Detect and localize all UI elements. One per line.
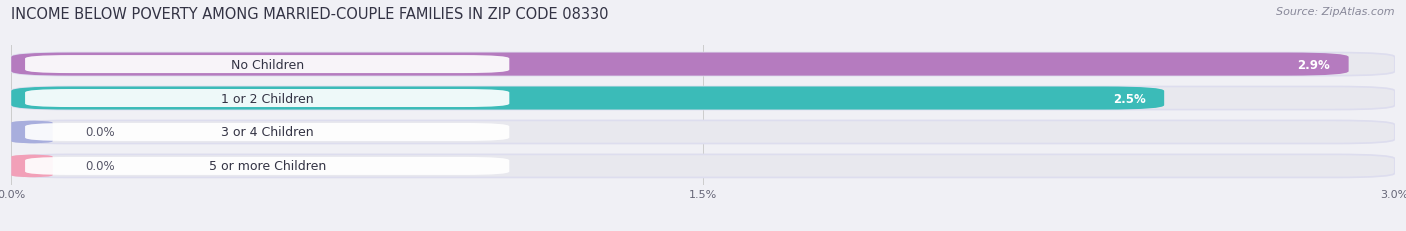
Text: No Children: No Children bbox=[231, 58, 304, 71]
Text: Source: ZipAtlas.com: Source: ZipAtlas.com bbox=[1277, 7, 1395, 17]
Text: 2.5%: 2.5% bbox=[1114, 92, 1146, 105]
FancyBboxPatch shape bbox=[11, 53, 1348, 76]
FancyBboxPatch shape bbox=[11, 155, 53, 178]
FancyBboxPatch shape bbox=[25, 123, 509, 141]
Text: 0.0%: 0.0% bbox=[84, 160, 115, 173]
FancyBboxPatch shape bbox=[11, 87, 1395, 110]
Text: 5 or more Children: 5 or more Children bbox=[208, 160, 326, 173]
FancyBboxPatch shape bbox=[11, 121, 1395, 144]
Text: 0.0%: 0.0% bbox=[84, 126, 115, 139]
FancyBboxPatch shape bbox=[11, 87, 1164, 110]
Text: INCOME BELOW POVERTY AMONG MARRIED-COUPLE FAMILIES IN ZIP CODE 08330: INCOME BELOW POVERTY AMONG MARRIED-COUPL… bbox=[11, 7, 609, 22]
Text: 2.9%: 2.9% bbox=[1298, 58, 1330, 71]
FancyBboxPatch shape bbox=[25, 90, 509, 108]
Text: 3 or 4 Children: 3 or 4 Children bbox=[221, 126, 314, 139]
FancyBboxPatch shape bbox=[25, 56, 509, 74]
FancyBboxPatch shape bbox=[11, 53, 1395, 76]
Text: 1 or 2 Children: 1 or 2 Children bbox=[221, 92, 314, 105]
FancyBboxPatch shape bbox=[11, 155, 1395, 178]
FancyBboxPatch shape bbox=[11, 121, 53, 144]
FancyBboxPatch shape bbox=[25, 157, 509, 175]
